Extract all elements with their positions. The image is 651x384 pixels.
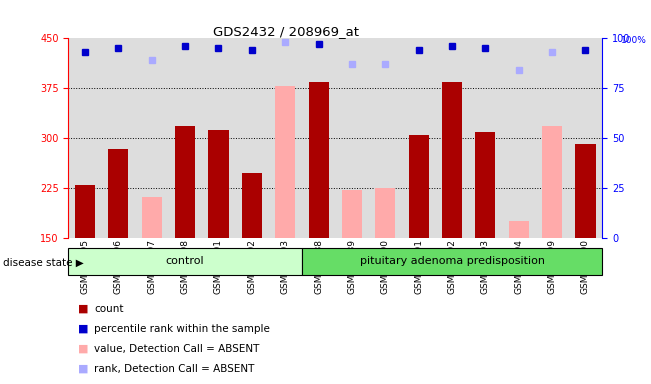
Bar <box>75 185 95 238</box>
Text: disease state ▶: disease state ▶ <box>3 258 84 268</box>
Bar <box>409 135 428 238</box>
Bar <box>302 248 602 275</box>
Bar <box>575 144 596 238</box>
Bar <box>108 149 128 238</box>
Bar <box>142 197 161 238</box>
Text: ■: ■ <box>78 364 89 374</box>
Text: 100%: 100% <box>620 36 646 45</box>
Bar <box>242 173 262 238</box>
Text: control: control <box>166 256 204 266</box>
Text: count: count <box>94 304 124 314</box>
Bar <box>509 222 529 238</box>
Bar <box>68 248 302 275</box>
Bar <box>342 190 362 238</box>
Bar <box>475 132 495 238</box>
Bar <box>442 82 462 238</box>
Bar <box>175 126 195 238</box>
Text: ■: ■ <box>78 344 89 354</box>
Text: value, Detection Call = ABSENT: value, Detection Call = ABSENT <box>94 344 260 354</box>
Bar <box>375 188 395 238</box>
Text: rank, Detection Call = ABSENT: rank, Detection Call = ABSENT <box>94 364 255 374</box>
Bar <box>309 82 329 238</box>
Bar <box>275 86 295 238</box>
Text: ■: ■ <box>78 324 89 334</box>
Text: pituitary adenoma predisposition: pituitary adenoma predisposition <box>359 256 544 266</box>
Text: GDS2432 / 208969_at: GDS2432 / 208969_at <box>214 25 359 38</box>
Text: percentile rank within the sample: percentile rank within the sample <box>94 324 270 334</box>
Bar <box>208 129 229 238</box>
Bar <box>542 126 562 238</box>
Text: ■: ■ <box>78 304 89 314</box>
